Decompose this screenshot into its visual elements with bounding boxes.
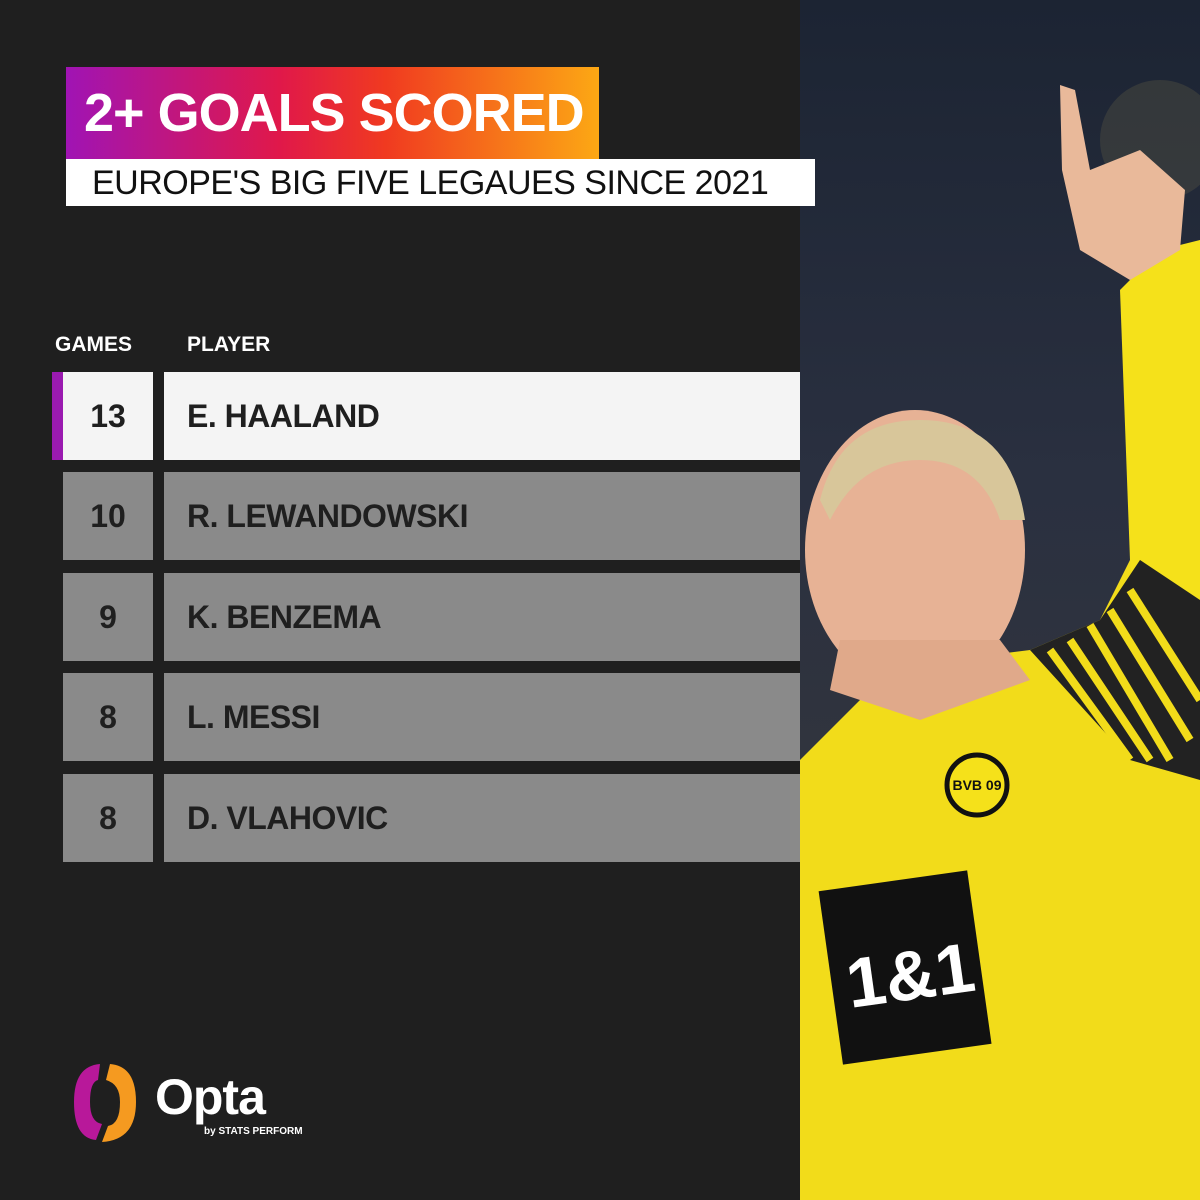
club-crest: BVB 09 — [944, 752, 1010, 818]
opta-wordmark: Opta — [155, 1069, 266, 1125]
player-cell: R. LEWANDOWSKI — [164, 472, 800, 560]
games-cell: 9 — [63, 573, 153, 661]
games-cell: 8 — [63, 774, 153, 862]
page-title: 2+ GOALS SCORED — [84, 83, 585, 143]
player-cell: K. BENZEMA — [164, 573, 800, 661]
table-row: 13 E. HAALAND — [52, 372, 800, 460]
sponsor-logo: 1&1 — [818, 870, 992, 1065]
column-header-player: PLAYER — [187, 333, 271, 356]
subtitle-banner — [66, 159, 815, 206]
player-cell: D. VLAHOVIC — [164, 774, 800, 862]
column-header-games: GAMES — [55, 333, 133, 356]
games-cell: 10 — [63, 472, 153, 560]
crest-text: BVB 09 — [952, 777, 1001, 793]
table-row: 8 L. MESSI — [63, 673, 800, 761]
player-cell: E. HAALAND — [164, 372, 800, 460]
player-photo: 1&1 BVB 09 — [800, 0, 1200, 1200]
opta-subtext: by STATS PERFORM — [204, 1126, 303, 1137]
highlight-accent — [52, 372, 63, 460]
games-cell: 13 — [63, 372, 153, 460]
table-row: 9 K. BENZEMA — [63, 573, 800, 661]
table-row: 10 R. LEWANDOWSKI — [63, 472, 800, 560]
table-row: 8 D. VLAHOVIC — [63, 774, 800, 862]
title-banner — [66, 67, 599, 159]
player-cell: L. MESSI — [164, 673, 800, 761]
games-cell: 8 — [63, 673, 153, 761]
page-subtitle: EUROPE'S BIG FIVE LEGAUES SINCE 2021 — [92, 164, 769, 202]
sponsor-text: 1&1 — [841, 928, 979, 1023]
opta-logo-icon — [72, 1062, 138, 1149]
